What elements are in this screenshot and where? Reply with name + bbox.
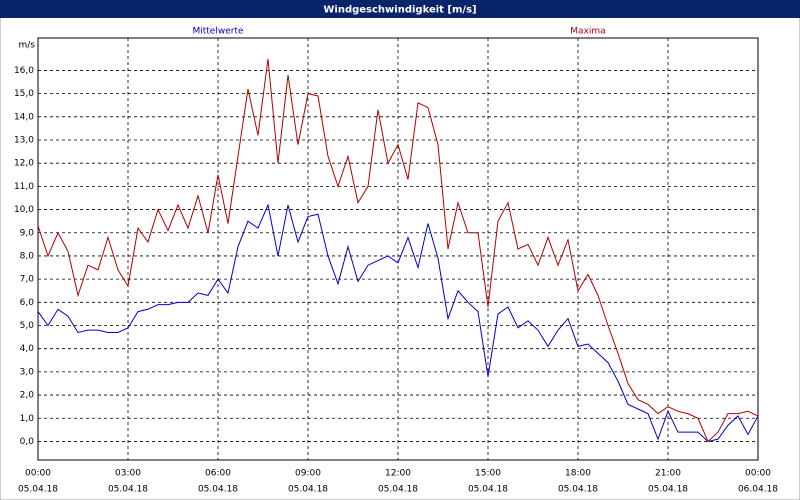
y-tick-label: 10,0	[14, 205, 34, 215]
y-tick-label: 4,0	[20, 344, 35, 354]
y-tick-label: 11,0	[14, 182, 34, 192]
x-tick-label: 09:00	[295, 469, 321, 479]
x-tick-label: 00:00	[25, 469, 51, 479]
y-tick-label: 8,0	[20, 251, 35, 261]
y-tick-label: 9,0	[20, 228, 35, 238]
x-tick-label: 06:00	[205, 469, 231, 479]
y-tick-label: 7,0	[20, 275, 35, 285]
y-tick-label: 13,0	[14, 136, 34, 146]
chart-title: Windgeschwindigkeit [m/s]	[323, 5, 476, 16]
x-tick-label: 12:00	[385, 469, 411, 479]
y-tick-label: 0,0	[20, 437, 35, 447]
x-tick-date: 05.04.18	[378, 485, 418, 495]
y-tick-label: 5,0	[20, 321, 35, 331]
y-tick-label: 6,0	[20, 298, 35, 308]
x-tick-date: 06.04.18	[738, 485, 778, 495]
x-tick-date: 05.04.18	[108, 485, 148, 495]
y-tick-label: 12,0	[14, 159, 34, 169]
title-bar	[0, 0, 800, 18]
series-line	[37, 203, 759, 442]
x-tick-date: 05.04.18	[198, 485, 238, 495]
y-tick-label: 15,0	[14, 89, 34, 99]
x-tick-date: 05.04.18	[558, 485, 598, 495]
x-tick-date: 05.04.18	[468, 485, 508, 495]
y-tick-label: 1,0	[20, 414, 35, 424]
legend-label: Mittelwerte	[192, 27, 243, 37]
x-tick-label: 21:00	[655, 469, 681, 479]
y-tick-label: 2,0	[20, 391, 35, 401]
series-line	[37, 58, 759, 443]
y-tick-label: 3,0	[20, 367, 35, 377]
x-tick-label: 18:00	[565, 469, 591, 479]
x-tick-label: 15:00	[475, 469, 501, 479]
legend-label: Maxima	[570, 27, 605, 37]
y-unit-label: m/s	[19, 41, 36, 51]
x-tick-date: 05.04.18	[288, 485, 328, 495]
x-tick-label: 03:00	[115, 469, 141, 479]
y-tick-label: 14,0	[14, 112, 34, 122]
x-tick-date: 05.04.18	[18, 485, 58, 495]
y-tick-label: 16,0	[14, 66, 34, 76]
x-tick-label: 00:00	[745, 469, 771, 479]
x-tick-date: 05.04.18	[648, 485, 688, 495]
